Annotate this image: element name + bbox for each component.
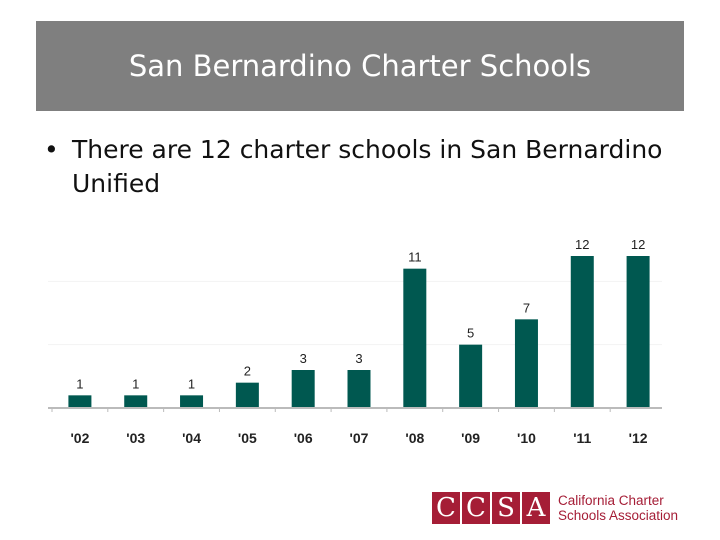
slide-title: San Bernardino Charter Schools [128, 49, 592, 83]
x-tick-label-7: '09 [461, 430, 480, 446]
x-tick-label-10: '12 [629, 430, 648, 446]
data-label-6: 11 [408, 250, 422, 265]
x-tick-label-4: '06 [294, 430, 313, 446]
ccsa-logo: C C S A California Charter Schools Assoc… [432, 492, 678, 524]
x-tick-label-0: '02 [70, 430, 89, 446]
bar-9 [570, 256, 594, 408]
bar-8 [514, 319, 538, 408]
x-tick-label-1: '03 [126, 430, 145, 446]
data-label-7: 5 [467, 326, 474, 341]
bar-0 [68, 395, 92, 408]
bar-4 [291, 370, 315, 408]
data-label-10: 12 [631, 237, 645, 252]
bullet-point: • There are 12 charter schools in San Be… [44, 133, 694, 201]
x-tick-label-5: '07 [350, 430, 369, 446]
data-label-5: 3 [355, 351, 362, 366]
bar-6 [403, 268, 427, 408]
x-tick-label-2: '04 [182, 430, 201, 446]
bar-3 [235, 382, 259, 408]
data-label-1: 1 [132, 376, 139, 391]
x-tick-label-3: '05 [238, 430, 257, 446]
logo-text: California Charter Schools Association [558, 493, 678, 523]
logo-letter-c1: C [432, 492, 460, 524]
data-label-4: 3 [300, 351, 307, 366]
bar-5 [347, 370, 371, 408]
x-tick-label-8: '10 [517, 430, 536, 446]
x-tick-label-6: '08 [405, 430, 424, 446]
x-tick-label-9: '11 [573, 430, 591, 446]
title-bar: San Bernardino Charter Schools [36, 21, 684, 111]
bar-1 [124, 395, 148, 408]
data-label-8: 7 [523, 300, 530, 315]
data-label-3: 2 [244, 364, 251, 379]
data-label-0: 1 [76, 376, 83, 391]
bar-2 [180, 395, 204, 408]
data-label-2: 1 [188, 376, 195, 391]
bullet-dot: • [44, 135, 59, 164]
logo-letter-c2: C [462, 492, 490, 524]
logo-letter-a: A [522, 492, 550, 524]
bullet-text: There are 12 charter schools in San Bern… [72, 135, 663, 198]
logo-line-2: Schools Association [558, 508, 679, 523]
bar-10 [626, 256, 650, 408]
logo-line-1: California Charter [558, 493, 664, 508]
data-label-9: 12 [575, 237, 589, 252]
bar-7 [459, 344, 483, 408]
logo-letter-s: S [492, 492, 520, 524]
